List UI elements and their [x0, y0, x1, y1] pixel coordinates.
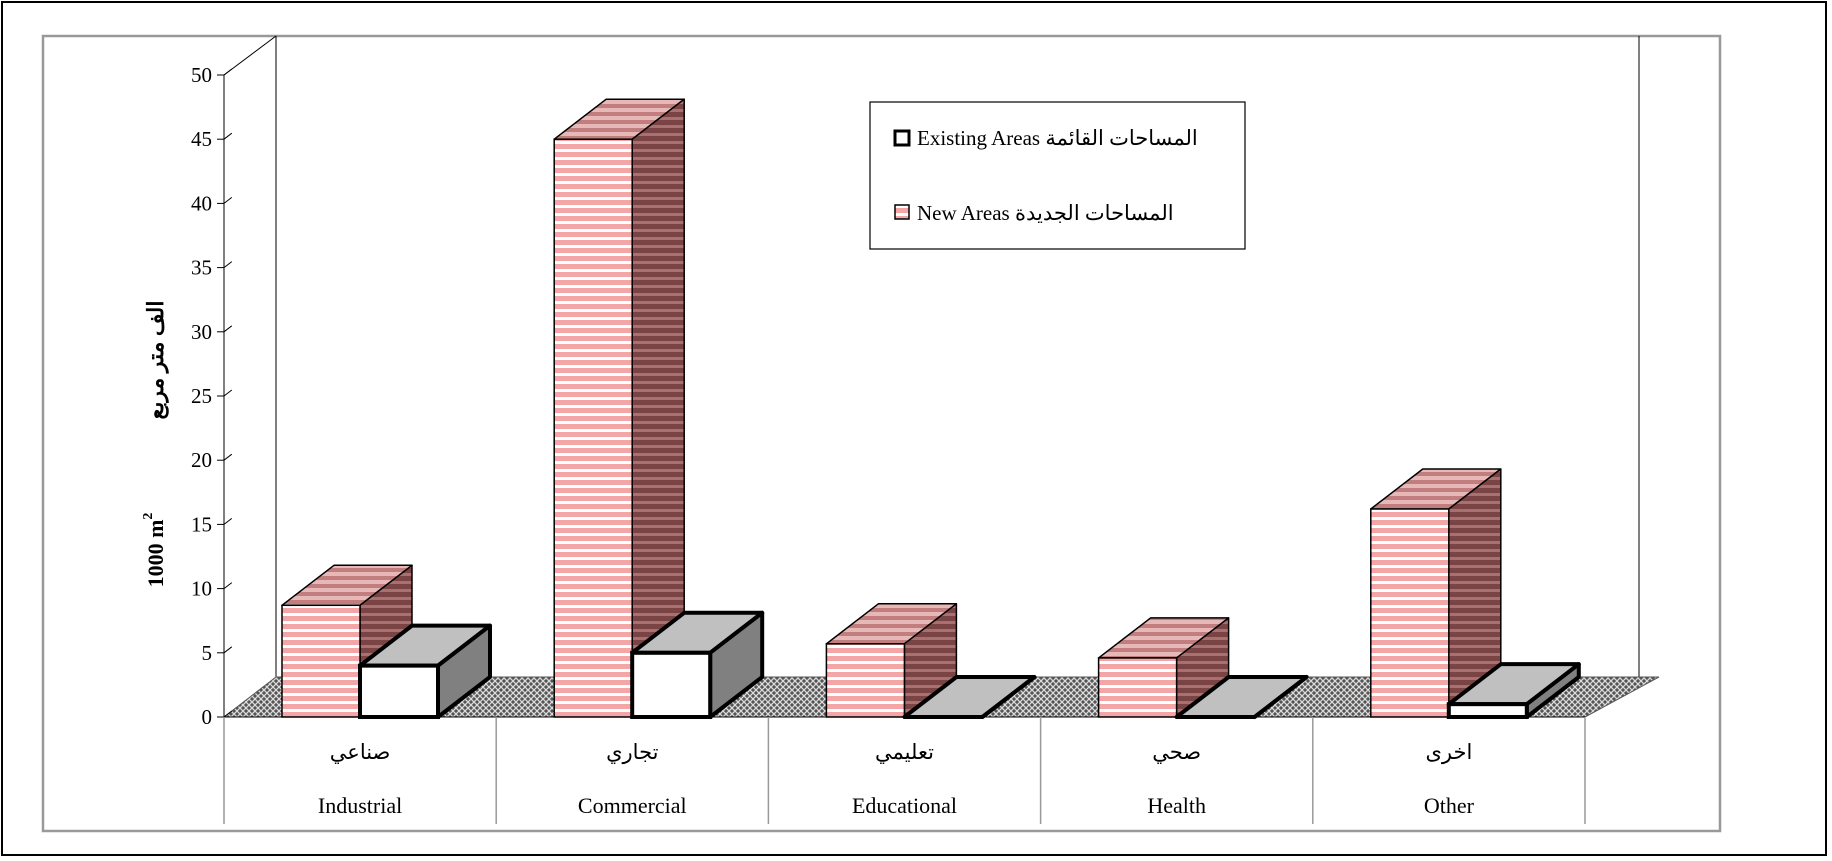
y-tick-label: 15: [191, 512, 212, 536]
y-tick-depth: [223, 646, 233, 654]
bar-existing-educational-side: [980, 675, 1037, 719]
y-tick-depth: [223, 389, 233, 397]
y-tick-label: 0: [202, 705, 213, 729]
bar-new-health-front: [1097, 657, 1178, 718]
x-tick-label-arabic: تجاري: [606, 740, 659, 765]
y-axis-label-english: 1000 m2: [141, 513, 168, 588]
x-tick-label-arabic: صناعي: [330, 740, 391, 764]
side-wall-top-edge: [223, 35, 277, 76]
x-tick-label-arabic: اخرى: [1425, 740, 1472, 765]
bar-existing-industrial-front: [358, 663, 440, 720]
bar-existing-industrial: [358, 623, 492, 720]
y-tick-label: 40: [191, 191, 212, 215]
legend: Existing Areas المساحات القائمة New Area…: [869, 101, 1246, 250]
x-tick-label: Health: [1147, 793, 1206, 818]
bar-existing-commercial: [630, 610, 765, 719]
bar-new-other-front: [1370, 508, 1450, 718]
y-tick-label: 30: [191, 320, 212, 344]
y-tick-label: 20: [191, 448, 212, 472]
y-tick-depth: [223, 453, 233, 461]
legend-label-existing: Existing Areas المساحات القائمة: [917, 126, 1198, 150]
y-axis-label-sup: 2: [141, 513, 156, 520]
y-tick-label: 35: [191, 256, 212, 280]
bar-new-other: [1370, 468, 1502, 718]
chart-walls: [223, 35, 1640, 677]
bar-new-industrial-front: [281, 604, 361, 718]
y-axis-label-arabic: الف متر مربع: [143, 301, 169, 420]
y-tick-depth: [223, 710, 233, 718]
legend-swatch-existing: [893, 129, 911, 147]
x-tick-label-arabic: صحي: [1152, 740, 1201, 764]
y-tick-depth: [223, 518, 233, 525]
bars: [281, 98, 1581, 720]
x-tick-label: Industrial: [318, 793, 402, 818]
legend-box: [869, 101, 1246, 250]
x-tick-label: Educational: [852, 793, 957, 818]
bar-new-educational: [825, 603, 958, 718]
y-tick-depth: [223, 325, 233, 333]
bar-new-commercial: [553, 98, 685, 718]
bar-existing-other: [1446, 662, 1581, 719]
bar-existing-commercial-front: [630, 650, 713, 719]
y-axis-label-main: 1000 m: [143, 520, 168, 588]
bar-existing-health-side: [1252, 675, 1309, 719]
bar-new-commercial-front: [553, 138, 633, 718]
y-tick-depth: [223, 582, 233, 589]
bar-existing-other-front: [1446, 702, 1529, 719]
y-tick-label: 10: [191, 577, 212, 601]
x-axis: صناعي Industrial تجاري Commercial تعليمي Educ…: [223, 716, 1586, 824]
y-tick-label: 5: [202, 641, 213, 665]
y-tick-depth: [223, 261, 233, 268]
bar-new-health: [1097, 617, 1230, 718]
y-axis: 0 5 10 15 20 25 30 35 40 45 50: [191, 63, 233, 729]
legend-label-new: New Areas المساحات الجديدة: [917, 201, 1174, 225]
x-tick-label-arabic: تعليمي: [875, 740, 934, 764]
y-tick-label: 25: [191, 384, 212, 408]
y-tick-depth: [223, 197, 233, 204]
x-tick-label: Commercial: [578, 793, 687, 818]
bar-new-educational-front: [825, 643, 906, 718]
y-tick-depth: [223, 132, 233, 140]
y-tick-label: 50: [191, 63, 212, 87]
y-tick-label: 45: [191, 127, 212, 151]
plot-frame: [41, 34, 1722, 833]
y-tick-depth: [223, 68, 233, 76]
legend-swatch-new: [894, 204, 910, 220]
x-tick-label: Other: [1424, 793, 1475, 818]
